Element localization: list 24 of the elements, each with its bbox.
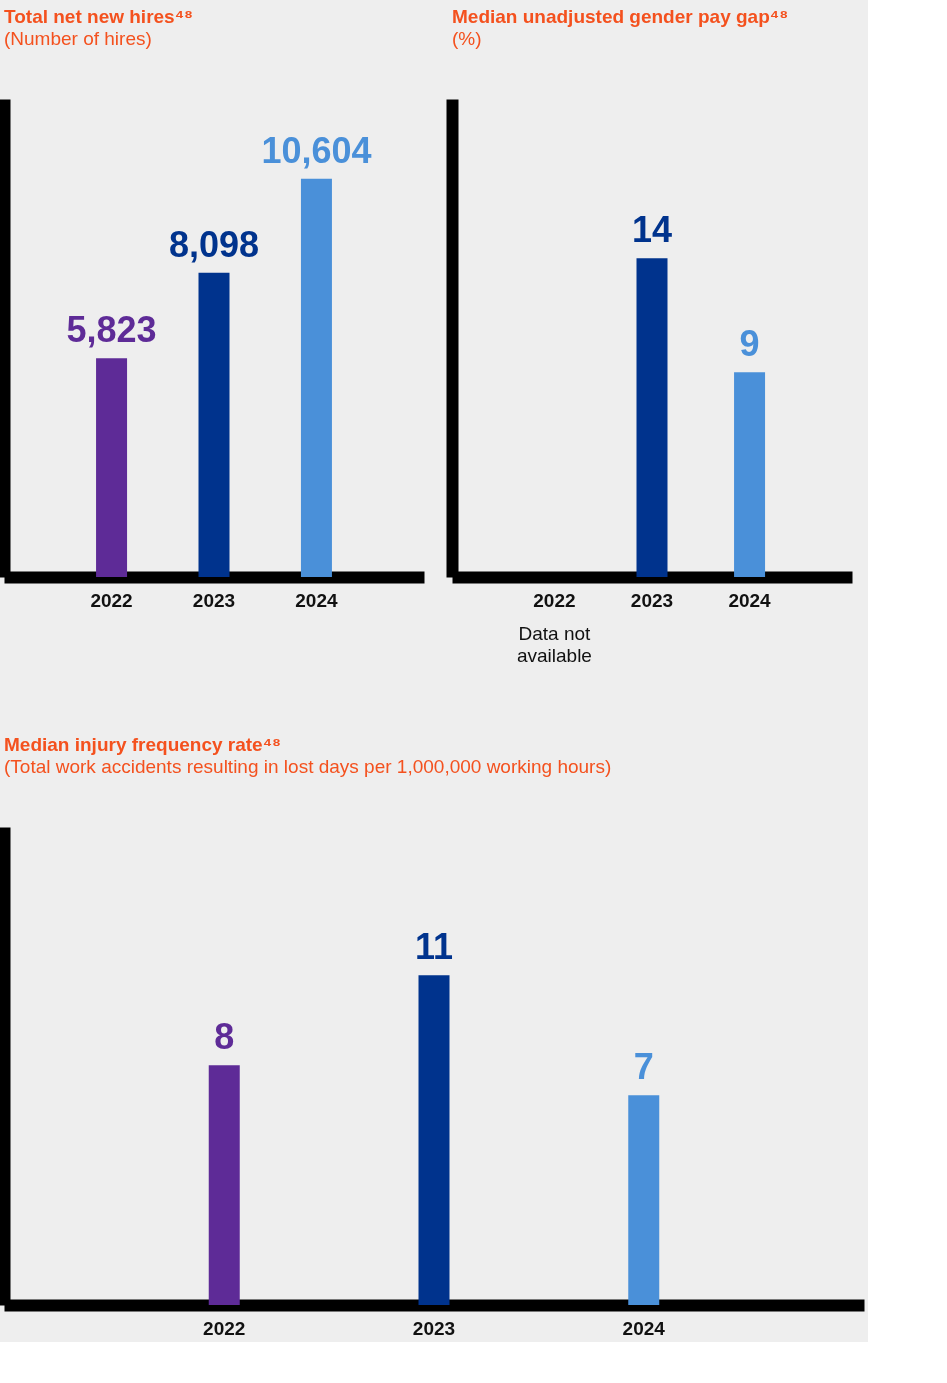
data-label: 8 bbox=[214, 1016, 235, 1058]
x-tick-label: 2022 bbox=[203, 1317, 246, 1339]
x-tick-label: 2023 bbox=[412, 1317, 456, 1339]
text: Data not available bbox=[516, 623, 592, 666]
data-label: 10,604 bbox=[261, 129, 372, 171]
x-tick-label: 2024 bbox=[295, 589, 338, 611]
chart-title: Median injury frequency rate⁴⁸ bbox=[4, 734, 282, 755]
data-label: 8,098 bbox=[168, 223, 260, 265]
chart-title: Total net new hires⁴⁸ bbox=[4, 6, 194, 27]
data-label: 14 bbox=[631, 209, 673, 251]
data-label: 7 bbox=[633, 1046, 654, 1088]
x-tick-label: 2023 bbox=[630, 589, 674, 611]
data-label: 11 bbox=[414, 926, 454, 968]
chart-subtitle: (Number of hires) bbox=[4, 28, 152, 49]
x-tick-label: 2022 bbox=[533, 589, 576, 611]
x-tick-label: 2024 bbox=[728, 589, 772, 611]
x-tick-label: 2022 bbox=[90, 589, 133, 611]
data-label: 5,823 bbox=[66, 309, 157, 351]
chart-subtitle: (%) bbox=[452, 28, 482, 49]
x-tick-label: 2024 bbox=[622, 1317, 666, 1339]
chart-title: Median unadjusted gender pay gap⁴⁸ bbox=[452, 6, 789, 27]
x-tick-label: 2023 bbox=[192, 589, 236, 611]
data-label: 9 bbox=[739, 323, 760, 365]
chart-subtitle: (Total work accidents resulting in lost days per 1,000,000 working hours) bbox=[4, 756, 612, 777]
